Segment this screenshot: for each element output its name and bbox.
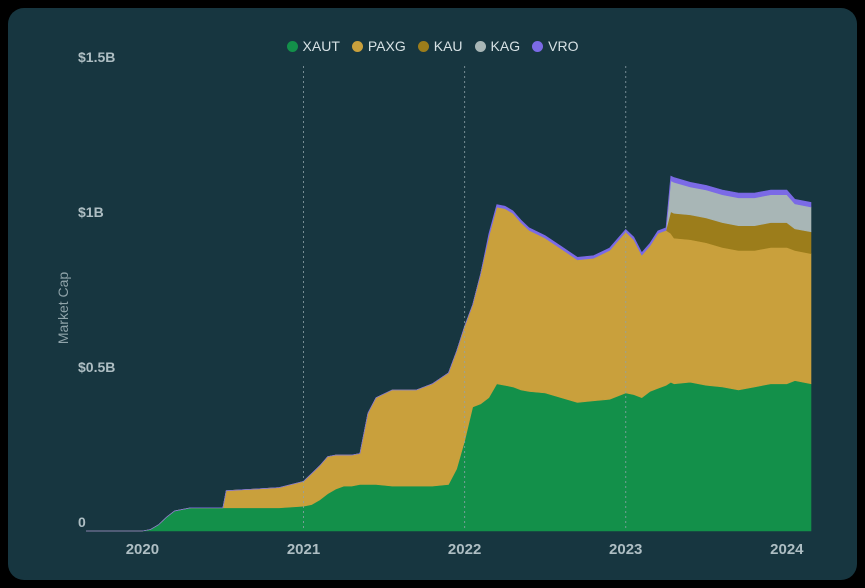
legend-label: VRO bbox=[548, 38, 579, 54]
y-axis-label: Market Cap bbox=[55, 272, 71, 345]
y-tick-label: $0.5B bbox=[78, 359, 115, 375]
legend-item-paxg[interactable]: PAXG bbox=[351, 38, 406, 54]
x-tick-label: 2023 bbox=[609, 541, 642, 558]
x-tick-label: 2021 bbox=[287, 541, 320, 558]
legend-label: KAG bbox=[490, 38, 521, 54]
legend-swatch bbox=[286, 40, 298, 52]
legend-item-xaut[interactable]: XAUT bbox=[286, 38, 340, 54]
y-tick-label: $1B bbox=[78, 204, 104, 220]
legend-item-kau[interactable]: KAU bbox=[417, 38, 463, 54]
legend-item-vro[interactable]: VRO bbox=[532, 38, 578, 54]
legend-swatch bbox=[417, 40, 429, 52]
legend-swatch bbox=[351, 40, 363, 52]
area-vro bbox=[86, 175, 812, 532]
x-tick-label: 2020 bbox=[126, 541, 159, 558]
x-tick-label: 2024 bbox=[770, 541, 804, 558]
legend-label: KAU bbox=[433, 38, 463, 54]
legend: XAUT PAXG KAU KAG VRO bbox=[8, 36, 857, 56]
y-tick-label: 0 bbox=[78, 514, 86, 530]
chart-card: XAUT PAXG KAU KAG VRO 0 $0.5B $1B $1.5B 2020 202… bbox=[8, 8, 857, 580]
x-tick-label: 2022 bbox=[448, 541, 481, 558]
area-layers bbox=[86, 175, 812, 532]
legend-label: XAUT bbox=[302, 38, 340, 54]
x-tick-labels: 2020 2021 2022 2023 2024 bbox=[126, 541, 804, 558]
legend-label: PAXG bbox=[367, 38, 406, 54]
y-tick-labels: 0 $0.5B $1B $1.5B bbox=[78, 49, 115, 530]
legend-swatch bbox=[532, 40, 544, 52]
legend-swatch bbox=[474, 40, 486, 52]
y-tick-label: $1.5B bbox=[78, 49, 115, 65]
market-cap-chart: 0 $0.5B $1B $1.5B 2020 2021 2022 2023 2024 Mark… bbox=[55, 49, 812, 558]
legend-item-kag[interactable]: KAG bbox=[474, 38, 521, 54]
